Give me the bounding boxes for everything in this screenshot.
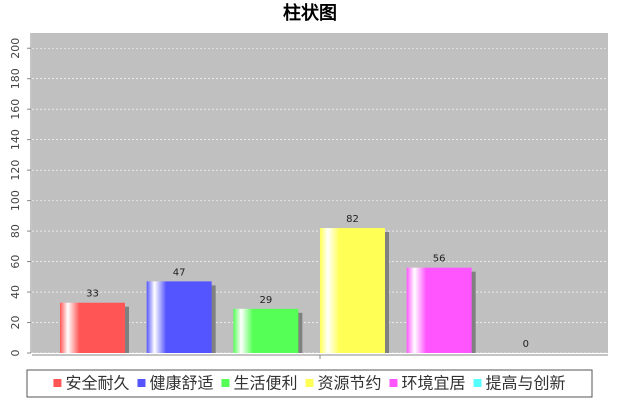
y-tick-label: 140 bbox=[9, 129, 22, 150]
y-tick-label: 0 bbox=[9, 350, 22, 357]
bar bbox=[320, 228, 385, 353]
legend-label: 资源节约 bbox=[318, 374, 382, 393]
legend-swatch bbox=[473, 379, 482, 387]
y-tick-label: 80 bbox=[9, 224, 22, 238]
legend bbox=[26, 369, 593, 398]
value-label: 29 bbox=[259, 295, 272, 306]
legend-swatch bbox=[389, 379, 398, 387]
y-tick-label: 60 bbox=[9, 255, 22, 269]
legend-label: 安全耐久 bbox=[65, 374, 129, 393]
value-label: 82 bbox=[346, 214, 359, 225]
bar bbox=[406, 267, 472, 353]
y-tick-label: 20 bbox=[9, 316, 22, 330]
y-tick-label: 100 bbox=[9, 190, 22, 211]
value-label: 56 bbox=[433, 254, 446, 265]
value-label: 0 bbox=[523, 339, 529, 350]
bar bbox=[233, 308, 299, 353]
legend-label: 提高与创新 bbox=[486, 374, 566, 393]
legend-swatch bbox=[221, 379, 230, 387]
legend-label: 生活便利 bbox=[233, 374, 297, 393]
y-tick-label: 160 bbox=[9, 99, 22, 120]
bar bbox=[60, 302, 125, 353]
bar bbox=[146, 281, 212, 353]
legend-swatch bbox=[53, 379, 62, 387]
chart-title: 柱状图 bbox=[283, 2, 337, 24]
value-label: 47 bbox=[173, 267, 186, 278]
y-tick-label: 40 bbox=[9, 285, 22, 299]
y-tick-label: 180 bbox=[9, 68, 22, 89]
legend-swatch bbox=[137, 379, 146, 387]
y-tick-label: 200 bbox=[9, 38, 22, 59]
value-label: 33 bbox=[86, 289, 99, 300]
legend-swatch bbox=[305, 379, 314, 387]
legend-label: 健康舒适 bbox=[149, 374, 213, 393]
legend-label: 环境宜居 bbox=[402, 374, 466, 393]
y-tick-label: 120 bbox=[9, 160, 22, 181]
